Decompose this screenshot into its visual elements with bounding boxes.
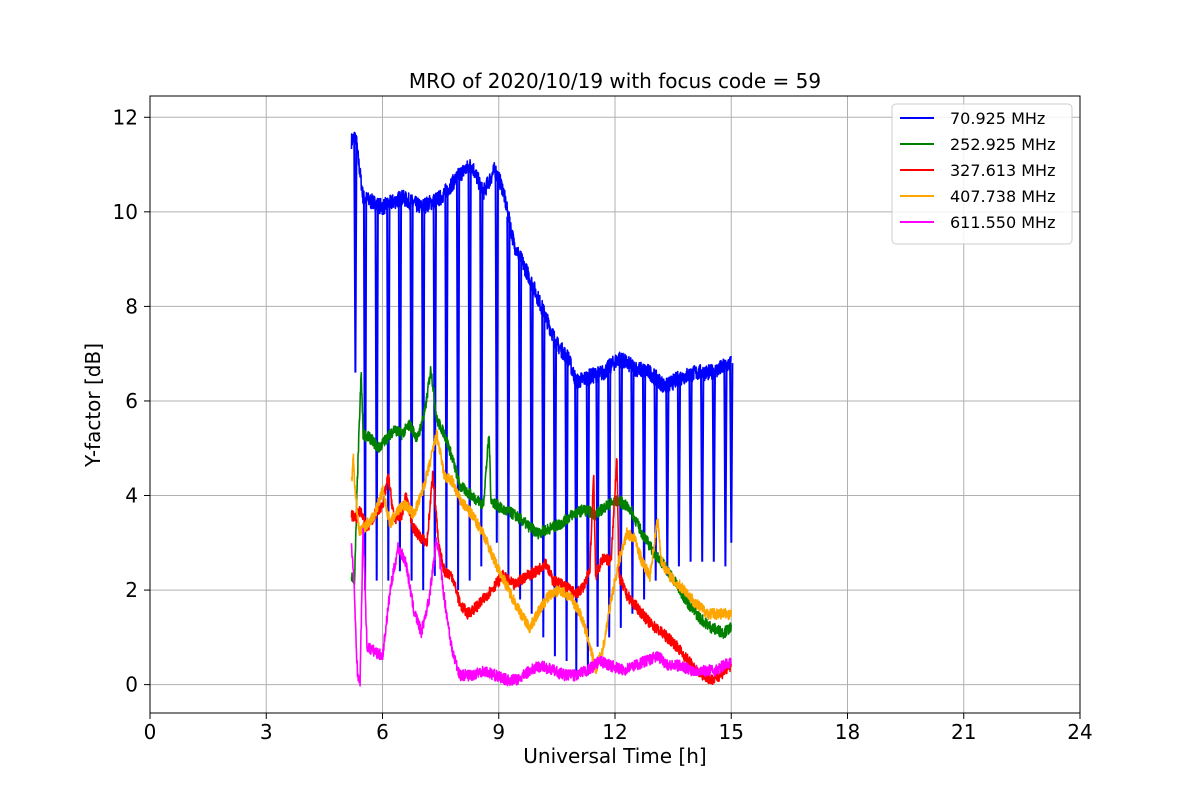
series-dip (641, 370, 647, 600)
series-dip (432, 200, 437, 576)
series-dip (676, 378, 682, 567)
x-tick-label: 9 (492, 720, 505, 744)
y-tick-label: 10 (113, 200, 138, 224)
legend-label: 611.550 MHz (950, 213, 1055, 232)
series-dip (564, 355, 569, 662)
series-dip (700, 372, 705, 562)
y-tick-label: 4 (125, 484, 138, 508)
series-dip (595, 374, 600, 647)
series-dip (374, 204, 379, 581)
series-dip (506, 216, 511, 581)
x-axis-title: Universal Time [h] (523, 744, 706, 768)
series-dip (517, 257, 523, 600)
y-axis-title: Y-factor [dB] (81, 343, 105, 468)
legend-label: 252.925 MHz (950, 135, 1055, 154)
series-dip (455, 176, 461, 591)
series-dip (386, 204, 391, 581)
x-tick-label: 15 (719, 720, 744, 744)
legend-label: 70.925 MHz (950, 109, 1045, 128)
series-1 (350, 131, 734, 676)
legend-label: 327.613 MHz (950, 161, 1055, 180)
series-dip (574, 381, 579, 676)
series-dip (353, 136, 358, 373)
y-tick-label: 6 (125, 389, 138, 413)
series-dip (653, 377, 658, 581)
series-dip (665, 385, 670, 576)
series-dip (479, 188, 484, 567)
series-dip (688, 374, 693, 562)
legend-item: 70.925 MHz (900, 109, 1045, 128)
series-dip (409, 202, 414, 581)
series-3 (350, 458, 732, 685)
series-4 (350, 428, 732, 675)
series-line (350, 527, 732, 687)
x-tick-label: 24 (1067, 720, 1092, 744)
series-dip (630, 366, 635, 614)
series-layer (350, 131, 734, 687)
series-dip (541, 311, 546, 638)
series-dip (607, 367, 612, 638)
series-dip (723, 365, 728, 567)
legend-item: 327.613 MHz (900, 161, 1055, 180)
series-5 (350, 527, 732, 687)
x-tick-label: 0 (144, 720, 157, 744)
chart-title: MRO of 2020/10/19 with focus code = 59 (409, 69, 821, 93)
series-dip (494, 173, 499, 543)
x-tick-label: 21 (951, 720, 976, 744)
series-dip (552, 339, 558, 657)
legend: 70.925 MHz 252.925 MHz 327.613 MHz 407.738 … (891, 103, 1073, 245)
series-line (350, 365, 732, 639)
series-dip (397, 198, 403, 572)
series-dip (529, 282, 534, 614)
x-tick-label: 12 (602, 720, 627, 744)
y-tick-label: 2 (125, 578, 138, 602)
y-tick-label: 8 (125, 294, 138, 318)
series-2 (350, 365, 732, 639)
series-dip (421, 206, 426, 591)
legend-label: 407.738 MHz (950, 187, 1055, 206)
y-tick-label: 0 (125, 673, 138, 697)
series-dip (729, 363, 734, 543)
y-tick-label: 12 (113, 105, 138, 129)
series-dip (467, 166, 472, 581)
legend-item: 611.550 MHz (900, 213, 1055, 232)
legend-item: 252.925 MHz (900, 135, 1055, 154)
series-dip (618, 359, 623, 628)
x-tick-label: 6 (376, 720, 389, 744)
legend-box (891, 103, 1073, 245)
series-dip (711, 371, 716, 562)
legend-item: 407.738 MHz (900, 187, 1055, 206)
series-line (350, 428, 732, 675)
series-dip (444, 190, 449, 576)
x-tick-label: 18 (835, 720, 860, 744)
x-tick-label: 3 (260, 720, 273, 744)
series-line (350, 458, 732, 685)
